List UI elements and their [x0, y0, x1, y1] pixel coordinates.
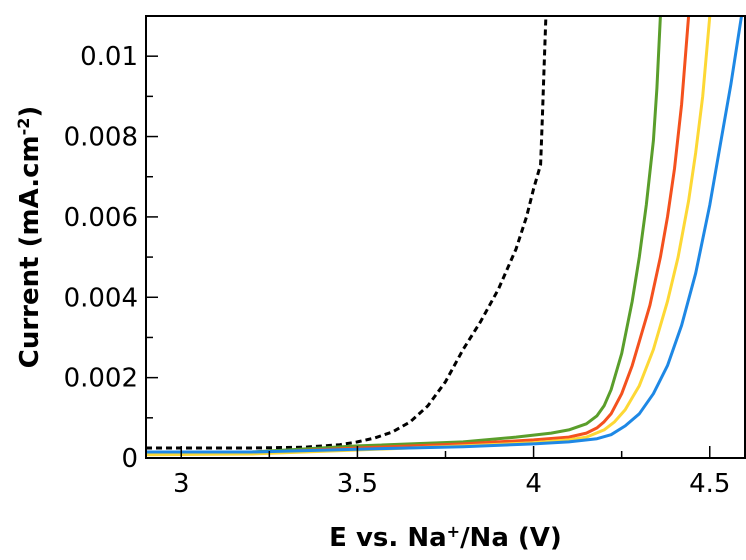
- y-axis-title-sup: -2: [14, 118, 33, 136]
- y-tick-label: 0: [121, 444, 138, 474]
- series-line-3: [146, 16, 689, 454]
- x-tick-label: 4.5: [689, 469, 730, 499]
- x-tick-label: 4: [525, 469, 542, 499]
- series-layer: [146, 16, 742, 455]
- y-tick-label: 0.01: [80, 42, 138, 72]
- y-axis-title: Current (mA.cm-2): [14, 106, 46, 369]
- y-axis-title-main: Current (mA.cm: [15, 135, 45, 368]
- x-tick-label: 3: [173, 469, 190, 499]
- x-axis-title: E vs. Na+/Na (V): [329, 522, 562, 554]
- y-tick-label: 0.002: [64, 364, 138, 394]
- series-line-2: [146, 16, 660, 453]
- series-line-1: [146, 16, 546, 448]
- x-axis-title-end: /Na (V): [460, 523, 562, 553]
- y-axis-title-end: ): [15, 106, 45, 118]
- x-axis-title-sup: +: [447, 522, 460, 541]
- y-tick-label: 0.006: [64, 203, 138, 233]
- x-tick-label: 3.5: [337, 469, 378, 499]
- y-tick-label: 0.008: [64, 123, 138, 153]
- y-tick-label: 0.004: [64, 283, 138, 313]
- series-line-4: [146, 16, 710, 455]
- series-line-5: [146, 16, 742, 452]
- x-axis-title-main: E vs. Na: [329, 523, 446, 553]
